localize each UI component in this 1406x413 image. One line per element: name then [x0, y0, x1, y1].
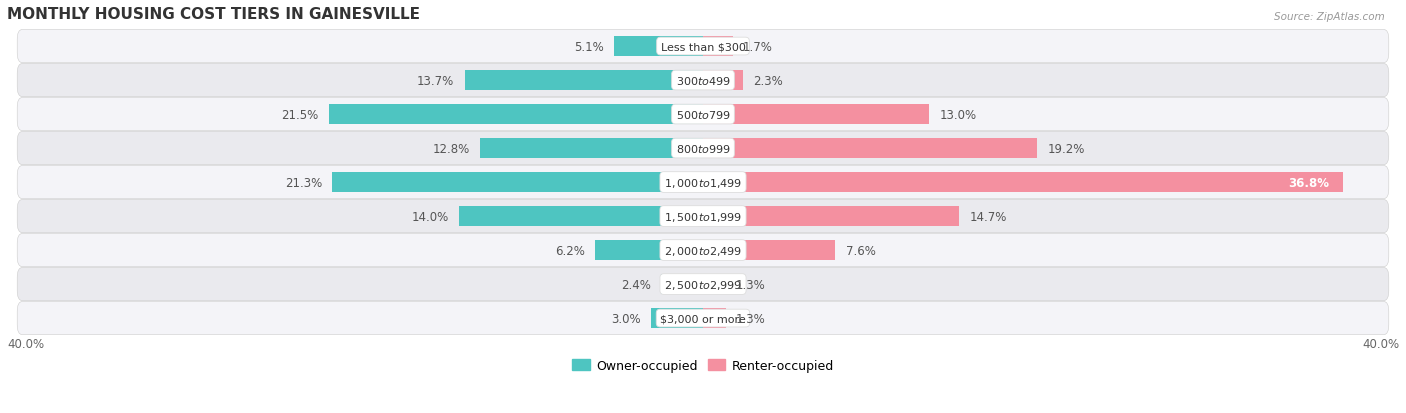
Bar — [464, 71, 703, 91]
Text: 2.3%: 2.3% — [754, 74, 783, 87]
Text: $800 to $999: $800 to $999 — [675, 143, 731, 155]
Text: $1,500 to $1,999: $1,500 to $1,999 — [664, 210, 742, 223]
Bar — [703, 139, 1038, 159]
Text: 19.2%: 19.2% — [1047, 142, 1085, 155]
FancyBboxPatch shape — [17, 166, 1389, 199]
Text: 21.3%: 21.3% — [284, 176, 322, 189]
Text: Source: ZipAtlas.com: Source: ZipAtlas.com — [1274, 12, 1385, 22]
FancyBboxPatch shape — [17, 200, 1389, 233]
FancyBboxPatch shape — [17, 268, 1389, 301]
Bar — [460, 206, 703, 226]
FancyBboxPatch shape — [17, 30, 1389, 64]
Text: 14.7%: 14.7% — [969, 210, 1007, 223]
Bar — [703, 105, 929, 125]
Text: 14.0%: 14.0% — [412, 210, 449, 223]
Text: 5.1%: 5.1% — [574, 40, 603, 53]
Text: 1.7%: 1.7% — [742, 40, 773, 53]
Text: 3.0%: 3.0% — [610, 312, 640, 325]
Text: 6.2%: 6.2% — [555, 244, 585, 257]
Bar — [614, 37, 703, 57]
Bar — [329, 105, 703, 125]
Text: 13.0%: 13.0% — [939, 108, 977, 121]
Text: 2.4%: 2.4% — [621, 278, 651, 291]
Bar — [595, 241, 703, 260]
Text: $500 to $799: $500 to $799 — [675, 109, 731, 121]
Text: 1.3%: 1.3% — [737, 312, 766, 325]
Bar — [703, 37, 733, 57]
Legend: Owner-occupied, Renter-occupied: Owner-occupied, Renter-occupied — [568, 354, 838, 377]
Text: $2,000 to $2,499: $2,000 to $2,499 — [664, 244, 742, 257]
Text: $2,500 to $2,999: $2,500 to $2,999 — [664, 278, 742, 291]
Bar — [661, 275, 703, 294]
Text: 13.7%: 13.7% — [418, 74, 454, 87]
Bar — [703, 71, 742, 91]
Text: 21.5%: 21.5% — [281, 108, 318, 121]
Text: MONTHLY HOUSING COST TIERS IN GAINESVILLE: MONTHLY HOUSING COST TIERS IN GAINESVILL… — [7, 7, 420, 22]
Bar — [703, 173, 1343, 192]
Text: 36.8%: 36.8% — [1288, 176, 1330, 189]
Bar — [703, 241, 835, 260]
Text: 40.0%: 40.0% — [7, 337, 44, 350]
FancyBboxPatch shape — [17, 64, 1389, 97]
Text: 12.8%: 12.8% — [433, 142, 470, 155]
Text: 1.3%: 1.3% — [737, 278, 766, 291]
Text: 7.6%: 7.6% — [845, 244, 876, 257]
Text: Less than $300: Less than $300 — [661, 42, 745, 52]
FancyBboxPatch shape — [17, 98, 1389, 131]
Bar — [703, 206, 959, 226]
Bar — [703, 309, 725, 328]
Text: $1,000 to $1,499: $1,000 to $1,499 — [664, 176, 742, 189]
Text: 40.0%: 40.0% — [1362, 337, 1399, 350]
Bar — [651, 309, 703, 328]
Bar — [332, 173, 703, 192]
Bar — [481, 139, 703, 159]
FancyBboxPatch shape — [17, 301, 1389, 335]
FancyBboxPatch shape — [17, 234, 1389, 267]
Bar — [703, 275, 725, 294]
Text: $3,000 or more: $3,000 or more — [661, 313, 745, 323]
FancyBboxPatch shape — [17, 132, 1389, 165]
Text: $300 to $499: $300 to $499 — [675, 75, 731, 87]
